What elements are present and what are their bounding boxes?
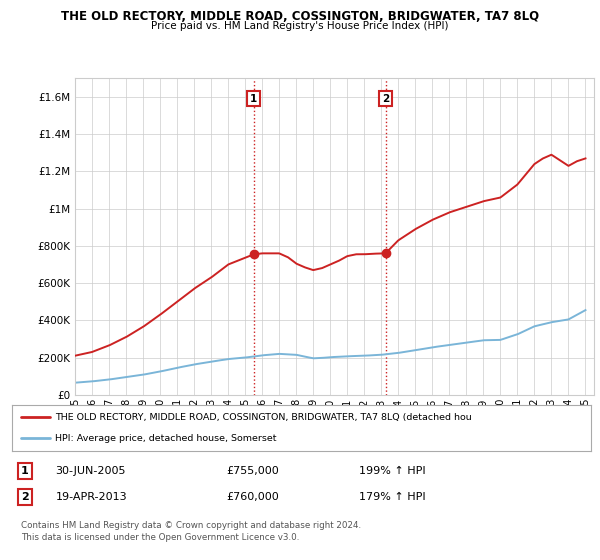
Text: 179% ↑ HPI: 179% ↑ HPI — [359, 492, 426, 502]
Text: 19-APR-2013: 19-APR-2013 — [55, 492, 127, 502]
Text: 199% ↑ HPI: 199% ↑ HPI — [359, 466, 426, 476]
Text: Price paid vs. HM Land Registry's House Price Index (HPI): Price paid vs. HM Land Registry's House … — [151, 21, 449, 31]
Text: £755,000: £755,000 — [226, 466, 279, 476]
Text: 2: 2 — [382, 94, 389, 104]
Text: THE OLD RECTORY, MIDDLE ROAD, COSSINGTON, BRIDGWATER, TA7 8LQ (detached hou: THE OLD RECTORY, MIDDLE ROAD, COSSINGTON… — [55, 413, 472, 422]
Text: HPI: Average price, detached house, Somerset: HPI: Average price, detached house, Some… — [55, 434, 277, 443]
Text: 1: 1 — [250, 94, 257, 104]
Text: THE OLD RECTORY, MIDDLE ROAD, COSSINGTON, BRIDGWATER, TA7 8LQ: THE OLD RECTORY, MIDDLE ROAD, COSSINGTON… — [61, 10, 539, 23]
Text: 2: 2 — [21, 492, 29, 502]
Text: 30-JUN-2005: 30-JUN-2005 — [55, 466, 126, 476]
Text: 1: 1 — [21, 466, 29, 476]
Text: Contains HM Land Registry data © Crown copyright and database right 2024.
This d: Contains HM Land Registry data © Crown c… — [20, 521, 361, 542]
Text: £760,000: £760,000 — [226, 492, 279, 502]
